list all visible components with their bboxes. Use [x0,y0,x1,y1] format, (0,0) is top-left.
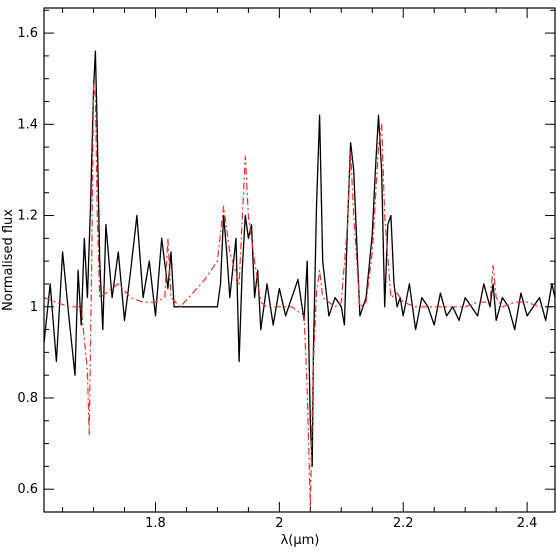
x-tick-label: 2 [275,516,283,531]
y-tick-label: 0.8 [17,391,38,406]
y-axis-label: Normalised flux [1,209,16,311]
y-tick-label: 1.6 [17,26,38,41]
model-spectrum-line [44,82,555,508]
x-axis-label: λ(μm) [281,533,320,548]
axis-ticks [44,8,555,512]
tick-labels: 1.8 2 2.2 2.4 0.6 0.8 1 1.2 1.4 1.6 [17,26,537,531]
observed-spectrum-line [44,50,555,468]
series-layer [44,50,555,508]
x-tick-label: 1.8 [145,516,166,531]
y-tick-label: 1 [30,300,38,315]
plot-frame [43,7,556,513]
y-tick-label: 1.2 [17,209,38,224]
x-tick-label: 2.2 [393,516,414,531]
y-tick-label: 1.4 [17,117,38,132]
x-tick-label: 2.4 [517,516,538,531]
y-tick-label: 0.6 [17,482,38,497]
